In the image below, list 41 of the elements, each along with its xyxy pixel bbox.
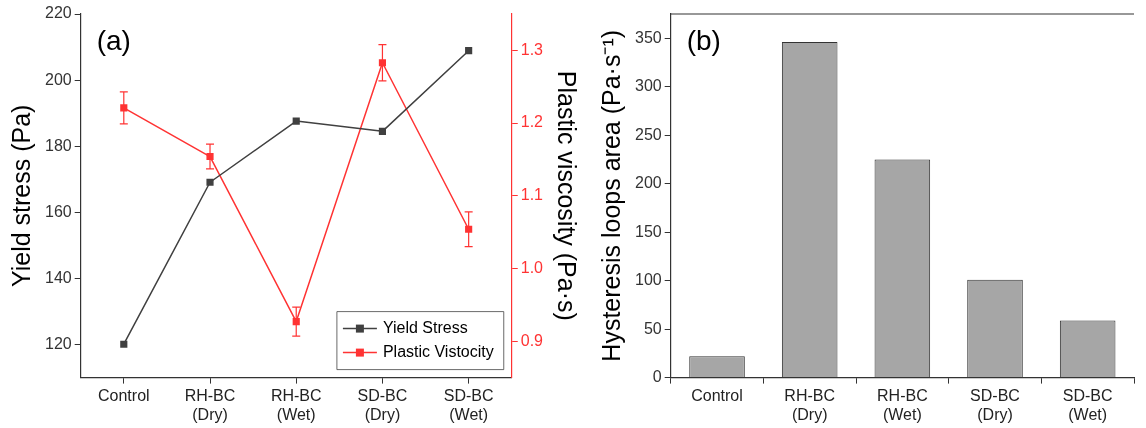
- x-tick-label: RH-BC (Wet): [877, 386, 928, 423]
- y2-tick-label: 0.9: [520, 331, 544, 349]
- y-tick-label: 160: [44, 202, 72, 220]
- legend-label: Plastic Vistocity: [382, 343, 494, 361]
- y-tick-label: 350: [634, 28, 662, 46]
- y-tick-label: 200: [44, 70, 72, 88]
- y-axis-title: Yield stress (Pa): [6, 104, 35, 288]
- x-tick-label: SD-BC (Wet): [1062, 386, 1113, 423]
- x-tick-label: RH-BC (Dry): [784, 386, 836, 423]
- x-tick-label: Control: [98, 386, 150, 404]
- y-tick-label: 250: [634, 125, 662, 143]
- y-tick-label: 120: [44, 334, 72, 352]
- x-tick-label: SD-BC (Wet): [443, 386, 494, 423]
- x-tick-label: RH-BC (Dry): [184, 386, 236, 423]
- y-tick-label: 50: [643, 319, 662, 337]
- y-tick-label: 150: [634, 222, 662, 240]
- y-tick-label: 180: [44, 136, 72, 154]
- y-tick-label: 140: [44, 268, 72, 286]
- x-tick-label: RH-BC (Wet): [270, 386, 322, 423]
- y-tick-label: 300: [634, 77, 662, 95]
- x-tick-label: SD-BC (Dry): [357, 386, 408, 423]
- point: [378, 127, 387, 135]
- y-tick-label: 0: [652, 368, 662, 386]
- y-tick-label: 200: [634, 174, 662, 192]
- y2-axis-title: Plastic viscosity (Pa·s): [553, 70, 582, 321]
- y-tick-label: 100: [634, 271, 662, 289]
- y2-tick-label: 1.2: [520, 113, 544, 131]
- x-tick-label: Control: [691, 386, 743, 404]
- x-tick-label: SD-BC (Dry): [970, 386, 1020, 423]
- point: [120, 340, 128, 348]
- point: [465, 47, 473, 55]
- annotation: (a): [96, 24, 131, 56]
- legend-label: Yield Stress: [382, 319, 468, 337]
- point: [292, 117, 300, 125]
- point: [206, 178, 214, 186]
- y-tick-label: 220: [44, 4, 72, 22]
- y2-tick-label: 1.3: [520, 40, 544, 58]
- annotation: (b): [686, 24, 721, 56]
- y-axis-title: Hysteresis loops area (Pa·s⁻¹): [596, 29, 625, 362]
- y2-tick-label: 1.0: [520, 258, 544, 276]
- y2-tick-label: 1.1: [520, 186, 544, 204]
